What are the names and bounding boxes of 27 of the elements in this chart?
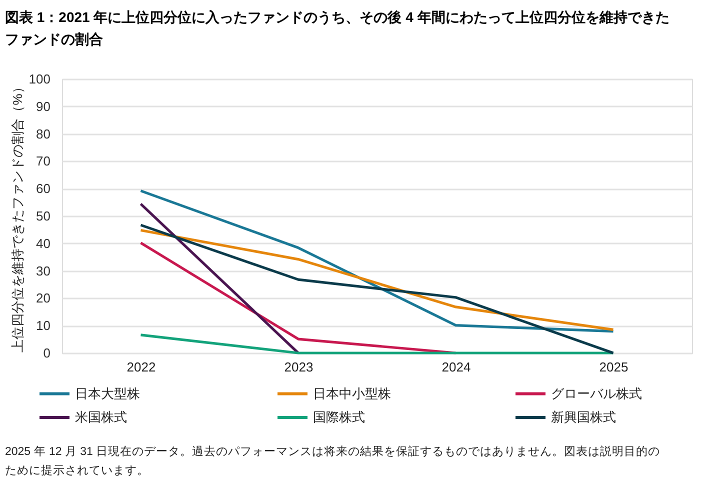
y-tick-label: 70 [36,154,50,169]
y-tick-label: 80 [36,126,50,142]
chart-title: 図表 1：2021 年に上位四分位に入ったファンドのうち、その後 4 年間にわたって上位四分位を維持できたファンドの割合 [5,9,670,47]
y-tick-label: 10 [36,318,50,334]
legend-label: 米国株式 [75,410,127,424]
y-tick-label: 60 [36,181,50,196]
y-tick-label: 0 [43,346,50,360]
y-tick-label: 40 [36,236,50,251]
x-tick-label: 2022 [126,360,156,374]
legend-label: 新興国株式 [551,410,616,424]
text: 2025 年 12 月 31 日現在のデータ。過去のパフォーマンスは将来の結果を保証するものではありません。図表は説明目的のために提示されています。 [5,445,660,477]
y-tick-label: 50 [36,208,50,224]
y-tick-label: 90 [36,98,50,114]
y-tick-label: 100 [28,72,50,86]
line-series [139,224,615,354]
legend-label: 日本中小型株 [313,386,391,401]
x-tick-label: 2025 [599,360,628,374]
legend-label: グローバル株式 [551,386,642,401]
legend-label: 国際株式 [313,410,365,424]
x-tick-label: 2024 [442,360,471,374]
x-tick-label: 2023 [284,360,314,374]
line-series [139,189,615,333]
y-tick-label: 20 [36,290,50,306]
legend-label: 日本大型株 [75,386,140,401]
line-series [139,228,615,332]
y-axis-title: 上位四分位を維持できたファンドの割合（%） [10,80,25,352]
y-tick-label: 30 [36,263,50,278]
